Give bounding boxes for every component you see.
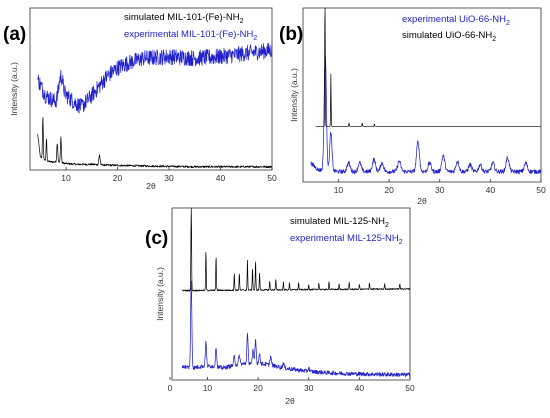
- panel-a-xtick-label: 20: [113, 173, 123, 183]
- panel-c-letter: (c): [145, 228, 168, 249]
- panel-b-traces: [310, 7, 542, 174]
- panel-a-legend-experimental: experimental MIL-101-(Fe)-NH2: [124, 29, 257, 42]
- panel-b-trace-simulated: [315, 7, 541, 127]
- panel-c-frame: [171, 207, 411, 381]
- panel-a-legend-simulated: simulated MIL-101-(Fe)-NH2: [124, 12, 244, 25]
- panel-c-trace-simulated: [182, 207, 411, 292]
- panel-c: (c) Intensity (a.u.) 2θ 0 10 20 30 40 50 simu…: [145, 207, 415, 406]
- panel-a-frame: [29, 7, 273, 171]
- panel-c-legend-experimental: experimental MIL-125-NH2: [290, 233, 403, 246]
- panel-b-trace-experimental: [310, 55, 542, 174]
- panel-a-xtick-label: 10: [61, 173, 71, 183]
- panel-c-xtick-label: 30: [304, 383, 314, 393]
- panel-b-letter: (b): [279, 24, 303, 45]
- panel-b-frame: [302, 7, 542, 183]
- panel-c-xtick-label: 40: [355, 383, 365, 393]
- panel-c-xtick-label: 0: [168, 383, 173, 393]
- panel-b-xtick-label: 10: [334, 185, 344, 195]
- panel-c-traces: [181, 207, 411, 377]
- panel-b-xlabel: 2θ: [417, 196, 427, 206]
- panel-c-trace-experimental: [181, 280, 411, 377]
- panel-c-ylabel: Intensity (a.u.): [155, 267, 165, 321]
- panel-c-xtick-label: 10: [203, 383, 213, 393]
- panel-a-xtick-label: 40: [216, 173, 226, 183]
- panel-a-trace-simulated: [37, 116, 273, 169]
- panel-c-xtick-label: 50: [405, 383, 415, 393]
- panel-a-letter: (a): [3, 24, 26, 45]
- panel-a: (a) Intensity (a.u.) 2θ 10 20 30 40 50 simul…: [3, 7, 277, 191]
- panel-c-xticks: 0 10 20 30 40 50: [168, 377, 415, 393]
- panel-b-legend-experimental: experimental UiO-66-NH2: [402, 14, 510, 27]
- panel-b-xtick-label: 30: [435, 185, 445, 195]
- panel-b-xtick-label: 40: [486, 185, 496, 195]
- panel-a-trace-experimental: [37, 42, 273, 114]
- panel-c-xtick-label: 20: [253, 383, 263, 393]
- panel-c-legend-simulated: simulated MIL-125-NH2: [290, 216, 389, 229]
- panel-b-xtick-label: 50: [536, 185, 546, 195]
- panel-a-ylabel: Intensity (a.u.): [9, 62, 19, 116]
- panel-a-xtick-label: 30: [164, 173, 174, 183]
- panel-c-xlabel: 2θ: [285, 396, 295, 406]
- panel-b-legend-simulated: simulated UiO-66-NH2: [402, 30, 496, 43]
- panel-a-xtick-label: 50: [267, 173, 277, 183]
- panel-a-xticks: 10 20 30 40 50: [61, 167, 277, 183]
- panel-a-xlabel: 2θ: [146, 181, 156, 191]
- panel-b-xticks: 10 20 30 40 50: [334, 179, 546, 195]
- panel-b-xtick-label: 20: [384, 185, 394, 195]
- panel-b-ylabel: Intensity (a.u.): [289, 68, 299, 122]
- panel-b: (b) Intensity (a.u.) 2θ 10 20 30 40 50 exper…: [279, 7, 546, 206]
- panel-a-traces: [37, 42, 273, 169]
